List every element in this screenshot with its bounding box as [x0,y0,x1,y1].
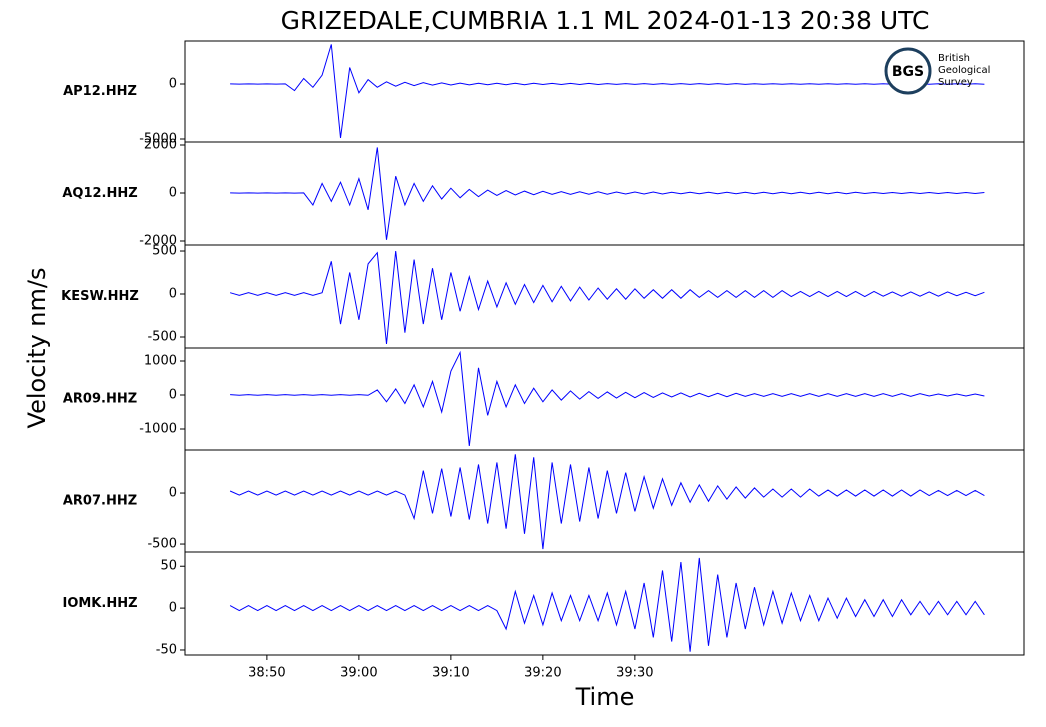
y-tick-label: 1000 [144,353,177,368]
x-tick-label: 39:10 [432,666,469,681]
y-tick-label: 0 [169,387,177,402]
station-label: AR09.HHZ [63,392,137,407]
y-tick-label: -5000 [139,131,177,146]
trace [230,350,985,447]
chart-title: GRIZEDALE,CUMBRIA 1.1 ML 2024-01-13 20:3… [281,6,930,35]
y-tick-label: 0 [169,287,177,302]
station-label: IOMK.HHZ [62,596,137,611]
x-tick-label: 39:20 [524,666,561,681]
y-tick-label: -2000 [139,233,177,248]
y-axis-label: Velocity nm/s [23,268,51,429]
panel-frame [184,551,1025,656]
y-tick-label: 2000 [144,137,177,152]
logo-ring [884,47,932,95]
y-tick-label: -500 [147,329,177,344]
trace [229,454,985,550]
x-tick-label: 39:30 [616,666,653,681]
panel-frame [184,347,1025,451]
x-tick-label: 38:50 [248,666,285,681]
logo-name: Survey [938,77,973,88]
y-tick-label: 0 [169,486,177,501]
trace [229,250,985,344]
y-tick-label: 500 [152,244,177,259]
logo-abbreviation: BGS [892,64,924,80]
trace [229,557,985,652]
y-tick-label: -1000 [139,421,177,436]
station-label: AR07.HHZ [63,494,137,509]
y-tick-label: -500 [147,537,177,552]
y-tick-label: 0 [169,76,177,91]
x-tick-label: 39:00 [340,666,377,681]
y-tick-label: -50 [156,642,177,657]
x-axis-label: Time [575,683,635,711]
station-label: AQ12.HHZ [62,186,137,201]
logo-name: British [938,53,970,64]
y-tick-label: 0 [169,185,177,200]
panel-frame [184,449,1025,553]
trace [230,44,985,138]
station-label: AP12.HHZ [63,84,137,99]
logo-name: Geological [938,65,990,76]
station-label: KESW.HHZ [61,289,139,304]
y-tick-label: 50 [160,559,177,574]
trace [230,147,985,240]
y-tick-label: 0 [169,601,177,616]
